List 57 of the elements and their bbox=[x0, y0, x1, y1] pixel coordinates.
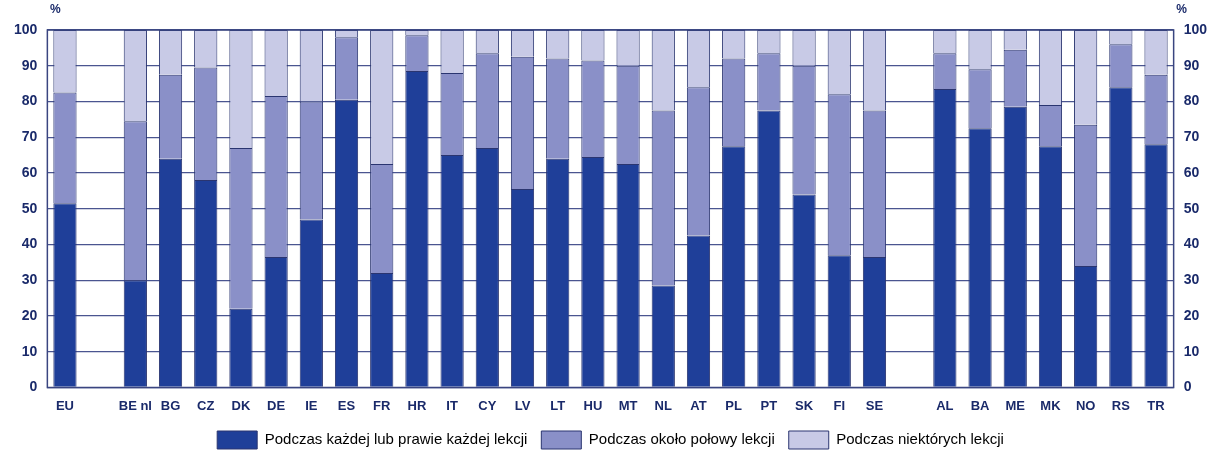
x-tick-label: PL bbox=[725, 397, 743, 413]
y-tick-label: 100 bbox=[14, 20, 38, 37]
y-tick-label: 0 bbox=[29, 378, 38, 395]
x-tick-label: CZ bbox=[197, 397, 215, 413]
y-tick-label: 20 bbox=[21, 306, 38, 323]
x-tick-label: IE bbox=[305, 397, 318, 413]
x-tick-label: FI bbox=[833, 397, 846, 413]
x-tick-label: CY bbox=[478, 397, 497, 413]
x-tick-label: MT bbox=[618, 397, 638, 413]
x-tick-label: TR bbox=[1147, 397, 1166, 413]
y-tick-label: 50 bbox=[21, 199, 38, 216]
y2-tick-label: 40 bbox=[1183, 235, 1200, 252]
x-tick-label: FR bbox=[373, 397, 391, 413]
y-tick-label: 80 bbox=[21, 92, 38, 109]
x-tick-label: BG bbox=[160, 397, 181, 413]
y2-tick-label: 100 bbox=[1183, 20, 1208, 37]
x-tick-label: RS bbox=[1111, 397, 1131, 413]
x-tick-label: LT bbox=[550, 397, 566, 413]
x-tick-label: DK bbox=[231, 397, 251, 413]
y2-tick-label: 10 bbox=[1183, 342, 1200, 359]
legend-label: Podczas niektórych lekcji bbox=[836, 430, 1004, 448]
y2-axis-title: % bbox=[1176, 2, 1188, 17]
x-tick-label: PT bbox=[760, 397, 778, 413]
x-tick-label: MK bbox=[1040, 397, 1062, 413]
x-tick-label: NO bbox=[1075, 397, 1096, 413]
y2-tick-label: 50 bbox=[1183, 199, 1200, 216]
x-tick-label: SK bbox=[795, 397, 814, 413]
x-tick-label: ME bbox=[1005, 397, 1026, 413]
legend-label: Podczas każdej lub prawie każdej lekcji bbox=[264, 430, 528, 448]
y-tick-label: 40 bbox=[21, 235, 38, 252]
y2-tick-label: 90 bbox=[1183, 56, 1200, 73]
x-tick-label: DE bbox=[267, 397, 286, 413]
y-tick-label: 90 bbox=[21, 56, 38, 73]
y2-tick-label: 0 bbox=[1183, 378, 1192, 395]
x-tick-label: BA bbox=[970, 397, 991, 413]
y-tick-label: 70 bbox=[21, 128, 38, 145]
y2-tick-label: 70 bbox=[1183, 128, 1200, 145]
x-tick-label: HU bbox=[583, 397, 603, 413]
y-tick-label: 30 bbox=[21, 271, 38, 288]
y-tick-label: 10 bbox=[21, 342, 38, 359]
x-tick-label: NL bbox=[654, 397, 673, 413]
y2-tick-label: 20 bbox=[1183, 306, 1200, 323]
y-axis-title: % bbox=[50, 2, 62, 17]
y2-tick-label: 30 bbox=[1183, 271, 1200, 288]
x-tick-label: BE nl bbox=[118, 397, 152, 413]
legend-label: Podczas około połowy lekcji bbox=[588, 430, 775, 448]
x-tick-label: EU bbox=[55, 397, 74, 413]
x-tick-label: SE bbox=[865, 397, 884, 413]
x-tick-label: HR bbox=[407, 397, 427, 413]
x-tick-label: IT bbox=[446, 397, 458, 413]
x-tick-label: LV bbox=[514, 397, 531, 413]
x-tick-label: ES bbox=[337, 397, 356, 413]
x-tick-label: AT bbox=[690, 397, 707, 413]
y-tick-label: 60 bbox=[21, 163, 38, 180]
x-tick-label: AL bbox=[936, 397, 954, 413]
y2-tick-label: 80 bbox=[1183, 92, 1200, 109]
y2-tick-label: 60 bbox=[1183, 163, 1200, 180]
